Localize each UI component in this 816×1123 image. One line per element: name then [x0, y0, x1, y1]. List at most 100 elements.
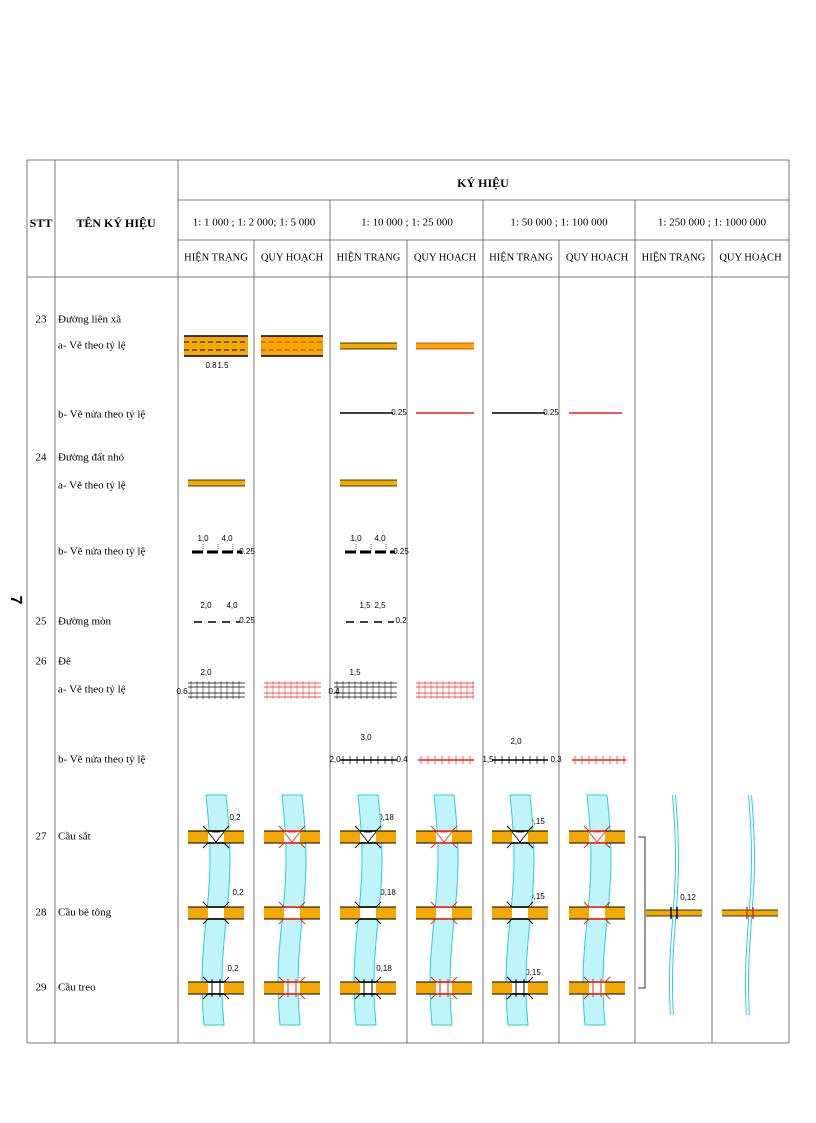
symbol-line: [202, 993, 209, 1000]
row-name: Đường mòn: [58, 616, 112, 628]
symbol-line: [583, 976, 590, 983]
symbol-line: [278, 825, 285, 832]
symbol-line: [375, 993, 382, 1000]
subheader: HIỆN TRẠNG: [337, 251, 401, 263]
symbol-line: [435, 831, 445, 843]
row-name: a- Vẽ theo tỷ lệ: [58, 340, 126, 352]
symbol-line: [604, 976, 611, 983]
symbol-line: [604, 993, 611, 1000]
symbol-line: [527, 918, 534, 925]
dimension-label: 4,0: [221, 534, 233, 543]
dimension-label: 2,5: [374, 601, 386, 610]
dimension-label: 0.25: [391, 408, 407, 417]
symbol-line: [430, 993, 437, 1000]
symbol-line: [299, 901, 306, 908]
dimension-label: 0,15: [525, 968, 541, 977]
bridge-deck: [360, 983, 376, 993]
symbol-line: [367, 831, 377, 843]
symbol-line: [299, 825, 306, 832]
symbol-line: [359, 831, 369, 843]
symbol-line: [278, 976, 285, 983]
symbol-line: [583, 901, 590, 908]
symbol-line: [354, 901, 361, 908]
scale-header: 1: 10 000 ; 1: 25 000: [361, 217, 453, 229]
subheader: HIỆN TRẠNG: [184, 251, 248, 263]
symbol-line: [299, 842, 306, 849]
symbol-line: [354, 842, 361, 849]
scale-header: 1: 50 000 ; 1: 100 000: [510, 217, 608, 229]
symbol-line: [451, 993, 458, 1000]
dimension-label: 2,0: [329, 755, 341, 764]
symbol-line: [506, 901, 513, 908]
dimension-label: 0.25: [543, 408, 559, 417]
symbol-line: [527, 901, 534, 908]
dimension-label: 0.4: [328, 687, 340, 696]
dimension-label: 1,0: [197, 534, 209, 543]
symbol-line: [223, 976, 230, 983]
symbol-line: [278, 901, 285, 908]
symbol-line: [588, 831, 598, 843]
bridge-deck: [589, 983, 605, 993]
symbol-line: [354, 993, 361, 1000]
dimension-label: 0,15: [529, 892, 545, 901]
symbol-line: [207, 831, 217, 843]
dimension-label: 0,15: [529, 817, 545, 826]
dimension-label: 1,5: [349, 668, 361, 677]
dimension-label: 0.3: [550, 755, 562, 764]
dimension-label: 4,0: [226, 601, 238, 610]
subheader: QUY HOẠCH: [719, 252, 782, 263]
road-fill: [184, 336, 248, 356]
bracket: [638, 836, 646, 989]
symbol-line: [527, 825, 534, 832]
dimension-label: 0,18: [378, 813, 394, 822]
row-name: Đường đất nhỏ: [58, 452, 125, 464]
row-number: 23: [36, 314, 48, 326]
dimension-label: 4,0: [374, 534, 386, 543]
road-fill: [340, 343, 397, 349]
row-name: Đê: [58, 656, 71, 668]
symbol-line: [375, 901, 382, 908]
symbol-line: [443, 831, 453, 843]
symbol-line: [583, 842, 590, 849]
dimension-label: 0.25: [239, 547, 255, 556]
header-name: TÊN KÝ HIỆU: [76, 216, 156, 230]
symbol-line: [354, 976, 361, 983]
symbol-line: [202, 842, 209, 849]
river: [745, 794, 752, 1016]
row-name: Cầu bê tông: [58, 907, 112, 919]
symbol-line: [278, 842, 285, 849]
symbol-line: [202, 825, 209, 832]
symbol-line: [223, 901, 230, 908]
dimension-label: 3,0: [360, 733, 372, 742]
symbol-line: [223, 842, 230, 849]
symbol-line: [278, 918, 285, 925]
dimension-label: 1.5: [217, 361, 229, 370]
row-name: b- Vẽ nửa theo tỷ lệ: [58, 754, 145, 766]
symbol-line: [506, 918, 513, 925]
symbol-line: [451, 825, 458, 832]
symbol-line: [223, 993, 230, 1000]
dimension-label: 0.25: [239, 616, 255, 625]
dimension-label: 0,2: [227, 964, 239, 973]
bridge-deck: [360, 908, 376, 918]
symbol-line: [291, 831, 301, 843]
road-fill: [722, 910, 778, 916]
symbol-line: [299, 976, 306, 983]
symbol-line: [527, 842, 534, 849]
symbol-line: [299, 993, 306, 1000]
dimension-label: 1,5: [482, 755, 494, 764]
subheader: HIỆN TRẠNG: [642, 251, 706, 263]
bridge-deck: [284, 983, 300, 993]
dimension-label: 0,2: [229, 813, 241, 822]
bridge-deck: [512, 832, 528, 842]
symbol-line: [430, 901, 437, 908]
symbol-line: [278, 993, 285, 1000]
bridge-deck: [208, 832, 224, 842]
row-name: Cầu sắt: [58, 831, 91, 843]
symbol-line: [215, 831, 225, 843]
symbol-line: [354, 825, 361, 832]
symbol-line: [506, 842, 513, 849]
bridge-deck: [284, 908, 300, 918]
row-number: 25: [36, 616, 48, 628]
